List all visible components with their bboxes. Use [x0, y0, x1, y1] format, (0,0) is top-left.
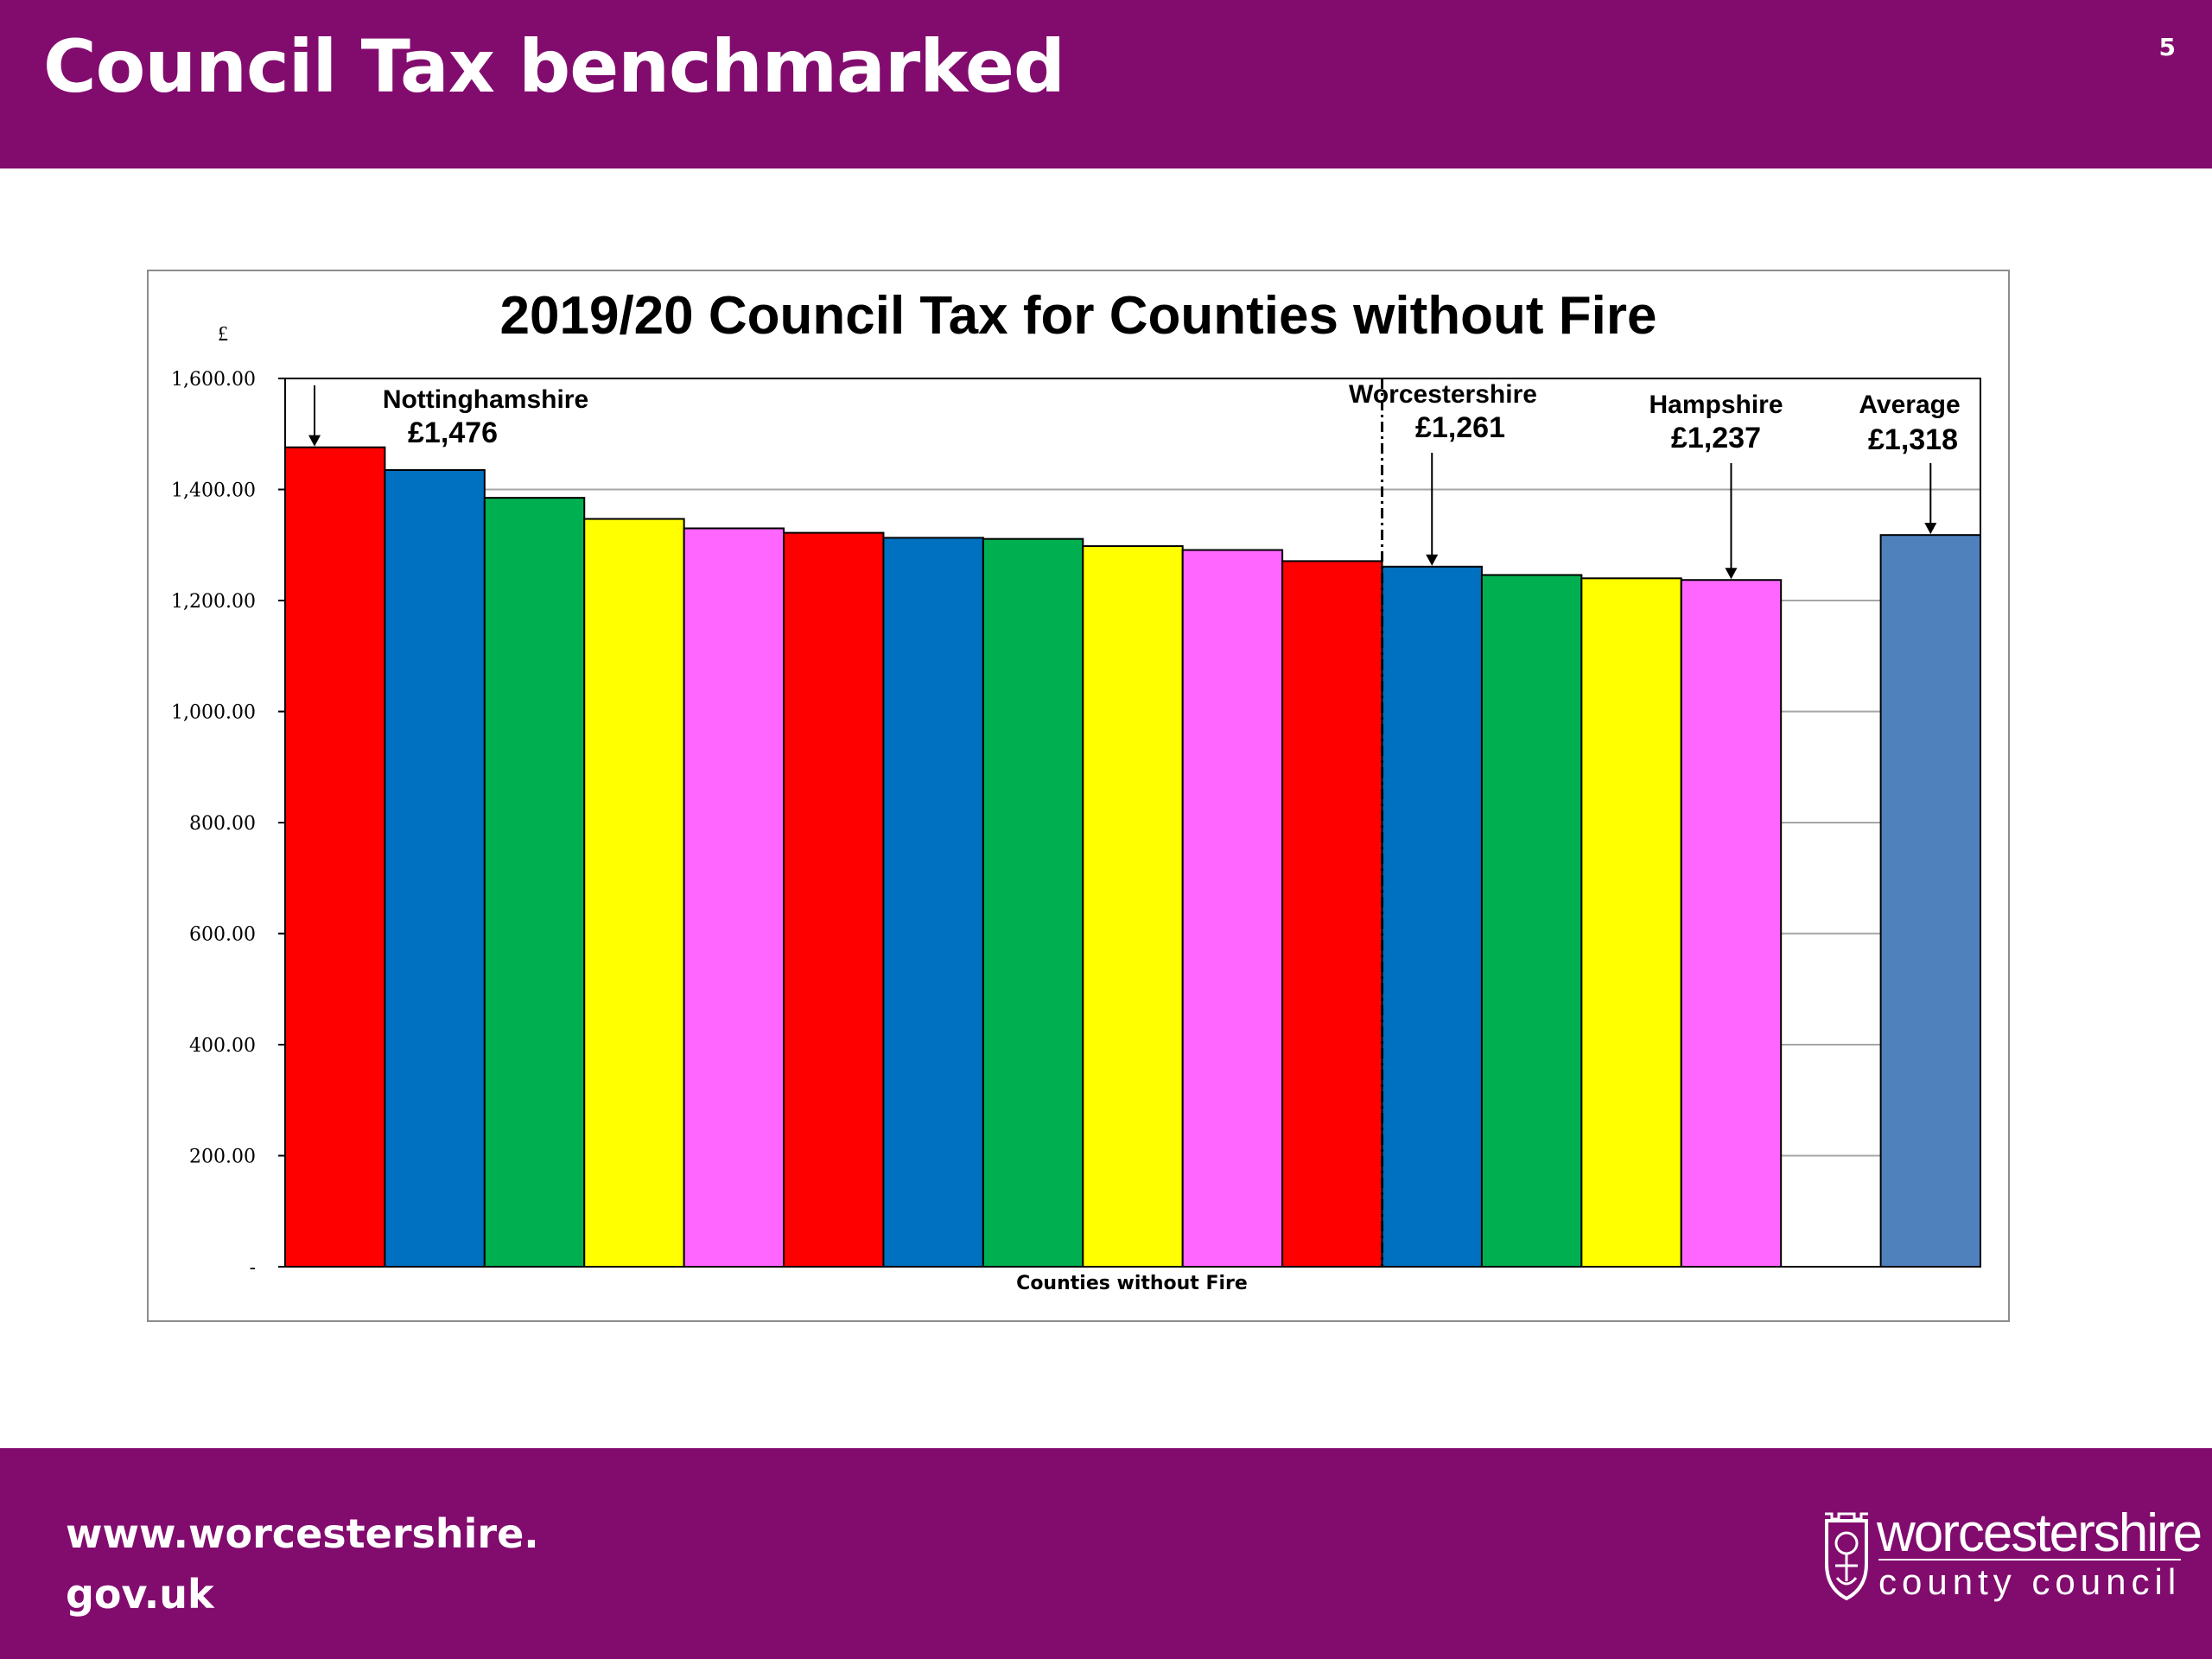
crest-icon	[1825, 1512, 1868, 1601]
bar	[1381, 565, 1483, 1268]
bar	[882, 537, 984, 1268]
arrow-head	[308, 435, 321, 447]
logo-subtitle: county council	[1878, 1559, 2182, 1602]
y-axis-ticks: - 200.00 400.00 600.00 800.00 1,000.00 1,200.0…	[171, 369, 285, 1279]
slide-title: Council Tax benchmarked	[43, 24, 1065, 109]
footer-bar: www.worcestershire. gov.uk worcestershir…	[0, 1448, 2212, 1659]
arrow-head	[1426, 554, 1439, 566]
annotations: Nottinghamshire£1,476 Worcestershire£1,26…	[308, 380, 1961, 580]
y-tick-label: 1,200.00	[171, 591, 256, 613]
y-tick-label: 1,600.00	[171, 369, 256, 391]
y-tick-label: 1,400.00	[171, 480, 256, 502]
bar	[1480, 574, 1583, 1268]
y-tick-label: 200.00	[189, 1147, 256, 1168]
annotation-value: £1,318	[1868, 423, 1958, 456]
bar	[1879, 534, 1982, 1268]
annotation-value: £1,237	[1671, 422, 1761, 454]
annotation-label: Hampshire	[1649, 391, 1783, 419]
slide-number: 5	[2158, 33, 2176, 61]
x-axis-title: Counties without Fire	[1016, 1273, 1248, 1294]
bar	[284, 446, 386, 1268]
bar	[1082, 545, 1184, 1268]
council-tax-chart: 2019/20 Council Tax for Counties without…	[171, 286, 1982, 1294]
bar	[583, 518, 685, 1268]
council-logo: worcestershire county council	[1821, 1505, 2202, 1609]
bar	[1580, 577, 1682, 1268]
bar	[1281, 560, 1383, 1268]
logo-name: worcestershire	[1877, 1503, 2202, 1563]
website-url-line1: www.worcestershire.	[66, 1510, 539, 1557]
arrow-head	[1725, 568, 1738, 580]
y-axis-unit-label: £	[218, 323, 228, 346]
y-tick-label: 400.00	[189, 1035, 256, 1057]
bar	[783, 531, 885, 1268]
header-bar: Council Tax benchmarked 5	[0, 0, 2212, 168]
y-tick-label: 800.00	[189, 813, 256, 835]
bars	[284, 446, 1982, 1268]
chart-title: 2019/20 Council Tax for Counties without…	[500, 286, 1657, 346]
annotation-value: £1,476	[408, 416, 498, 449]
annotation-value: £1,261	[1415, 411, 1505, 444]
annotation-label: Average	[1859, 391, 1960, 419]
arrow-head	[1924, 523, 1937, 535]
bar	[483, 497, 586, 1268]
bar	[1680, 579, 1783, 1268]
chart-frame: 2019/20 Council Tax for Counties without…	[147, 270, 2010, 1322]
y-tick-label: -	[250, 1257, 256, 1279]
y-tick-label: 1,000.00	[171, 702, 256, 724]
bar	[1181, 549, 1284, 1268]
website-url-line2: gov.uk	[66, 1571, 214, 1618]
bar	[683, 527, 785, 1268]
annotation-label: Worcestershire	[1349, 380, 1537, 409]
axes	[284, 378, 1981, 1268]
annotation-label: Nottinghamshire	[383, 385, 588, 414]
plot-area-border	[284, 378, 1981, 1268]
bar	[384, 469, 486, 1268]
y-tick-label: 600.00	[189, 925, 256, 946]
bar	[982, 537, 1084, 1268]
website-link[interactable]: www.worcestershire. gov.uk	[66, 1503, 671, 1624]
